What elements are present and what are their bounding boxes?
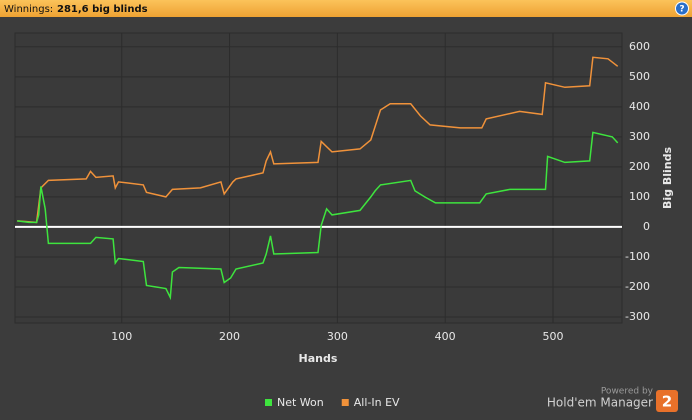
y-tick-label: 0 (643, 220, 650, 233)
x-tick-label: 400 (435, 330, 456, 343)
brand: Hold'em Manager (547, 396, 653, 410)
legend-swatch (265, 399, 272, 406)
header-value: 281,6 big blinds (57, 4, 148, 15)
legend-label: All-In EV (354, 396, 400, 409)
y-tick-label: -200 (625, 280, 650, 293)
logo-text: 2 (662, 393, 672, 411)
plot-area (14, 32, 623, 324)
x-tick-label: 100 (111, 330, 132, 343)
series-line (17, 56, 619, 224)
y-tick-label: -100 (625, 250, 650, 263)
x-axis-label: Hands (299, 352, 338, 365)
legend-swatch (341, 399, 349, 406)
y-tick-label: 100 (629, 190, 650, 203)
logo (656, 390, 678, 412)
help-icon[interactable] (675, 1, 689, 16)
x-tick-label: 300 (327, 330, 348, 343)
header-label: Winnings: (4, 4, 53, 15)
x-tick-label: 500 (542, 330, 563, 343)
header-bar (0, 0, 692, 17)
series-line (17, 131, 619, 301)
y-tick-label: 600 (629, 40, 650, 53)
y-tick-label: -300 (625, 310, 650, 323)
legend-label: Net Won (277, 396, 324, 409)
y-axis-label: Big Blinds (661, 147, 674, 209)
y-tick-label: 300 (629, 130, 650, 143)
y-tick-label: 500 (629, 70, 650, 83)
y-tick-label: 200 (629, 160, 650, 173)
help-text[interactable]: ? (679, 5, 684, 15)
y-tick-label: 400 (629, 100, 650, 113)
x-tick-label: 200 (219, 330, 240, 343)
powered-by: Powered by (601, 387, 654, 397)
